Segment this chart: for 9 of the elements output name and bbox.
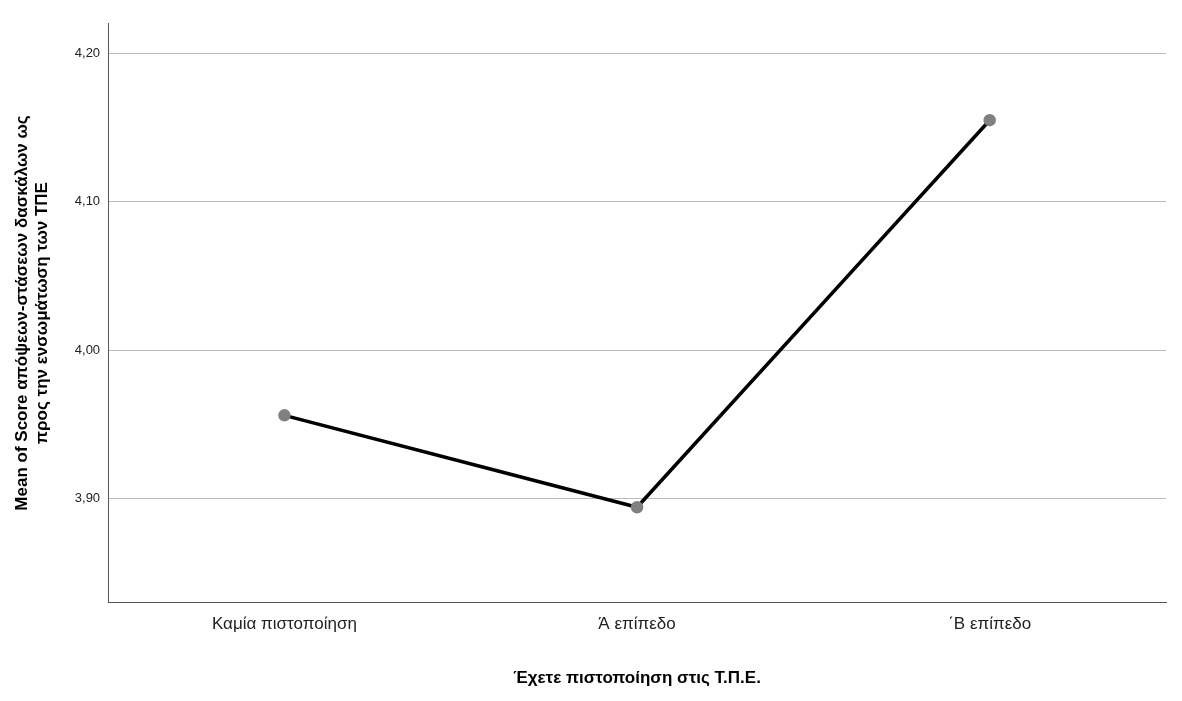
y-tick-label: 4,20 bbox=[74, 45, 101, 61]
y-tick-label: 3,90 bbox=[74, 489, 101, 505]
y-tick-label: 4,00 bbox=[74, 341, 101, 357]
y-axis-title: Mean of Score απόψεων-στάσεων δασκάλων ως προς την ενσωμάτωση των ΤΠΕ bbox=[11, 115, 52, 511]
x-tick-label: Καμία πιστοποίηση bbox=[211, 614, 357, 634]
x-axis-title: Έχετε πιστοποίηση στις Τ.Π.Ε. bbox=[513, 668, 761, 688]
x-tick-label: Ά επίπεδο bbox=[598, 614, 676, 634]
x-tick-label: ΄Β επίπεδο bbox=[948, 614, 1032, 634]
y-tick-label: 4,10 bbox=[74, 193, 101, 209]
